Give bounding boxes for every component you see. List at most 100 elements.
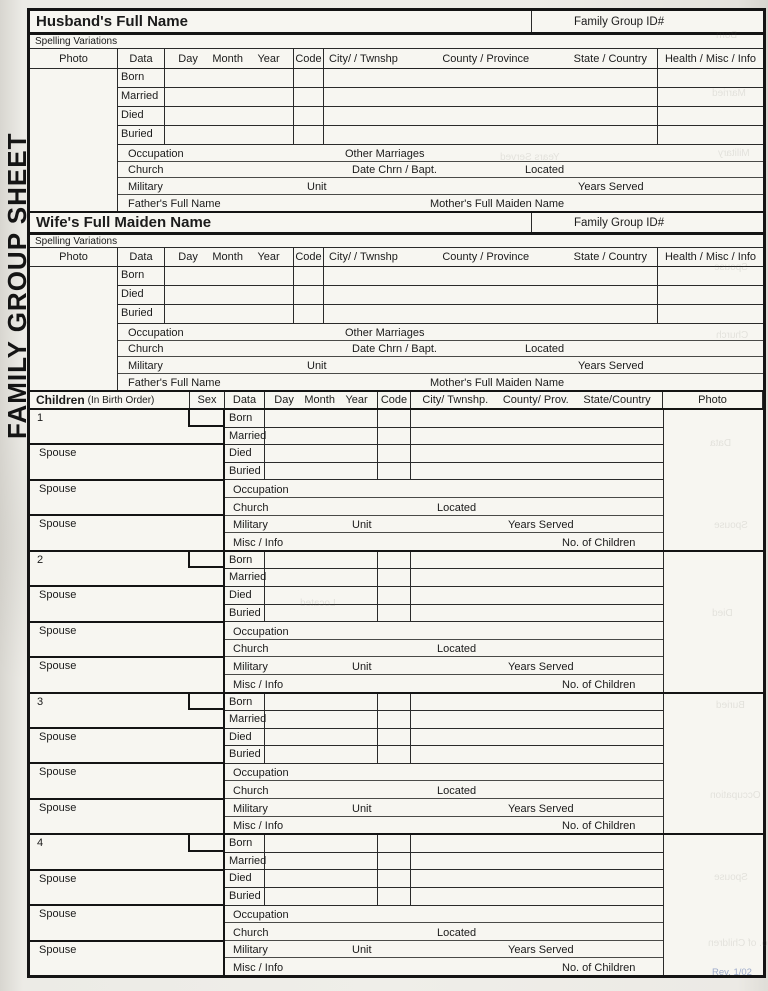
- child-number: 4: [37, 837, 44, 850]
- misc-info-label: Misc / Info: [233, 820, 284, 833]
- child-data-area: Born Married Died: [225, 410, 663, 550]
- located-label: Located: [525, 343, 565, 355]
- code-field: [378, 728, 411, 746]
- children-title: Children (In Birth Order): [30, 392, 190, 408]
- child-number: 3: [37, 695, 44, 708]
- date-field: [265, 728, 378, 746]
- col-city: City/ Twnshp.: [422, 394, 489, 406]
- code-field: [294, 107, 324, 125]
- years-served-label: Years Served: [508, 519, 574, 532]
- row-label: Married: [225, 569, 266, 586]
- located-label: Located: [437, 785, 477, 798]
- row-label: Died: [118, 107, 165, 125]
- code-field: [294, 88, 324, 106]
- child-number-cell: 2: [30, 551, 223, 588]
- husband-photo-cell: Photo: [30, 49, 118, 211]
- children-section-header: Children (In Birth Order) Sex Data Day M…: [30, 390, 763, 410]
- located-label: Located: [437, 643, 477, 656]
- child-row-born: Born: [225, 410, 663, 428]
- col-code: Code: [378, 392, 411, 408]
- child-church-row: Church Located: [225, 640, 663, 658]
- col-state: State / Country: [573, 52, 647, 65]
- unit-label: Unit: [352, 519, 372, 532]
- child-occupation-row: Occupation: [225, 622, 663, 640]
- date-field: [265, 462, 378, 480]
- wife-photo-header: Photo: [30, 248, 117, 267]
- date-chrn-label: Date Chrn / Bapt.: [352, 164, 437, 176]
- wife-church-row: Church Date Chrn / Bapt. Located: [118, 341, 763, 357]
- wife-group-id-zone: Family Group ID#: [531, 213, 763, 232]
- col-data: Data: [225, 392, 265, 408]
- spouse-cell: Spouse: [30, 906, 223, 942]
- military-label: Military: [233, 660, 268, 673]
- husband-photo-header: Photo: [30, 49, 117, 69]
- row-label: Buried: [118, 305, 165, 323]
- child-church-row: Church Located: [225, 781, 663, 800]
- date-field: [265, 870, 378, 888]
- misc-info-label: Misc / Info: [233, 678, 284, 691]
- unit-label: Unit: [307, 360, 327, 372]
- child-military-row: Military Unit Years Served: [225, 941, 663, 959]
- child-block: 3 Spouse Spouse Spouse Born Married: [30, 693, 763, 836]
- location-field: [411, 888, 663, 905]
- occupation-label: Occupation: [128, 148, 184, 160]
- col-county: County / Province: [442, 52, 530, 65]
- col-health: Health / Misc / Info: [664, 251, 757, 263]
- date-field: [265, 888, 378, 905]
- wife-title: Wife's Full Maiden Name: [36, 213, 212, 231]
- spouse-cell: Spouse: [30, 481, 223, 517]
- child-block: 4 Spouse Spouse Spouse Born Married: [30, 835, 763, 975]
- health-field: [658, 107, 763, 125]
- child-row-died: Died: [225, 728, 663, 747]
- military-label: Military: [233, 802, 268, 815]
- located-label: Located: [437, 926, 477, 939]
- child-row-married: Married: [225, 427, 663, 446]
- child-row-buried: Buried: [225, 888, 663, 906]
- date-chrn-label: Date Chrn / Bapt.: [352, 343, 437, 355]
- spouse-cell: Spouse: [30, 587, 223, 623]
- unit-label: Unit: [352, 660, 372, 673]
- child-row-buried: Buried: [225, 746, 663, 764]
- child-number: 1: [37, 412, 44, 424]
- unit-label: Unit: [307, 181, 327, 193]
- health-field: [658, 69, 763, 87]
- military-label: Military: [128, 181, 163, 193]
- row-label: Married: [225, 711, 266, 728]
- location-field: [324, 126, 658, 144]
- child-photo-cell: [663, 835, 763, 975]
- col-location: City/ / Twnshp County / Province State /…: [324, 248, 658, 266]
- husband-table: Photo Data Day Month Year Code City/ / T…: [30, 49, 763, 211]
- code-field: [378, 445, 411, 462]
- misc-info-label: Misc / Info: [233, 536, 284, 549]
- date-field: [265, 445, 378, 462]
- code-field: [378, 711, 411, 728]
- child-occupation-row: Occupation: [225, 764, 663, 782]
- child-row-married: Married: [225, 852, 663, 871]
- wife-row-died: Died: [118, 286, 763, 305]
- date-field: [265, 852, 378, 870]
- wife-military-row: Military Unit Years Served: [118, 357, 763, 374]
- location-field: [411, 445, 663, 462]
- occupation-label: Occupation: [233, 909, 289, 922]
- wife-row-born: Born: [118, 267, 763, 286]
- child-row-born: Born: [225, 693, 663, 712]
- code-field: [378, 604, 411, 622]
- col-health: Health / Misc / Info: [664, 52, 757, 65]
- spouse-cell: Spouse: [39, 660, 77, 673]
- location-field: [411, 410, 663, 427]
- col-date: Day Month Year: [165, 49, 294, 68]
- date-field: [165, 267, 294, 285]
- date-field: [165, 305, 294, 323]
- church-label: Church: [128, 164, 164, 176]
- wife-table: Photo Data Day Month Year Code City/ / T…: [30, 248, 763, 390]
- col-county: County/ Prov.: [502, 394, 569, 406]
- col-date: Day Month Year: [265, 392, 378, 408]
- col-day: Day: [178, 251, 198, 263]
- spouse-cell: Spouse: [39, 943, 77, 956]
- child-row-born: Born: [225, 551, 663, 570]
- col-date: Day Month Year: [165, 248, 294, 266]
- husband-row-buried: Buried: [118, 126, 763, 145]
- location-field: [411, 694, 663, 711]
- location-field: [411, 835, 663, 852]
- child-left-column: 2 Spouse Spouse Spouse: [30, 551, 225, 692]
